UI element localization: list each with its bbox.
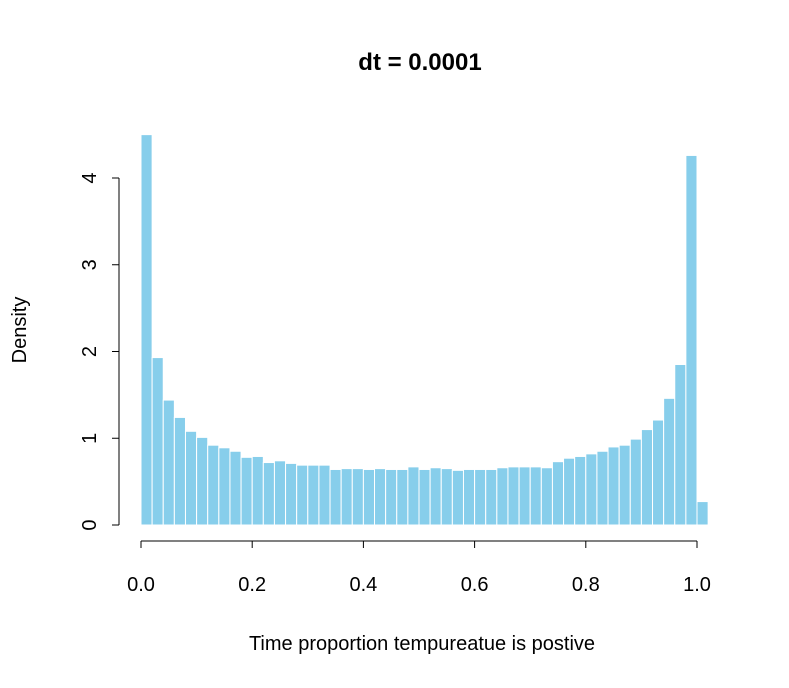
- histogram-bar: [285, 462, 298, 526]
- histogram-bar: [640, 429, 654, 526]
- histogram-bar: [585, 453, 598, 526]
- histogram-bar: [307, 464, 320, 526]
- histogram-bar: [162, 399, 175, 526]
- histogram-bar: [385, 468, 398, 526]
- histogram-bar: [485, 468, 498, 526]
- histogram-bar: [396, 468, 409, 526]
- histogram-bar: [407, 466, 420, 526]
- histogram-bar: [374, 468, 387, 526]
- histogram-bar: [296, 464, 309, 526]
- histogram-bar: [273, 460, 287, 526]
- x-tick-label: 0.0: [127, 574, 155, 596]
- histogram-bar: [596, 450, 609, 526]
- x-tick-label: 0.8: [572, 574, 600, 596]
- y-tick-label: 3: [79, 259, 101, 270]
- histogram-bar: [251, 455, 264, 526]
- histogram-bar: [629, 438, 642, 526]
- histogram-bar: [329, 468, 342, 526]
- y-tick-label: 2: [79, 346, 101, 357]
- histogram-bar: [563, 457, 576, 526]
- histogram-bar: [507, 466, 520, 526]
- y-tick-label: 4: [79, 172, 101, 183]
- y-axis: 0 1 2 3 4: [79, 172, 120, 531]
- histogram-bar: [140, 134, 153, 526]
- histogram-bar: [351, 468, 364, 526]
- histogram-bar: [540, 467, 553, 526]
- histogram-bar: [196, 436, 209, 526]
- histogram-bar: [696, 501, 709, 526]
- y-axis-label: Density: [9, 297, 31, 364]
- histogram-bar: [462, 468, 476, 526]
- y-tick-label: 0: [79, 519, 101, 530]
- histogram-bar: [574, 455, 587, 526]
- histogram-bar: [518, 466, 531, 526]
- histogram-bar: [685, 154, 698, 526]
- histogram-bar: [418, 468, 431, 526]
- x-tick-label: 0.4: [349, 574, 377, 596]
- x-tick-label: 1.0: [683, 574, 711, 596]
- histogram-bar: [240, 456, 253, 526]
- chart-title: dt = 0.0001: [358, 49, 481, 76]
- histogram-bar: [652, 419, 665, 526]
- histogram-bar: [551, 461, 565, 526]
- y-tick-label: 1: [79, 433, 101, 444]
- histogram-bar: [451, 469, 464, 526]
- histogram-bar: [440, 468, 453, 526]
- histogram-bar: [207, 444, 220, 526]
- histogram-bar: [618, 444, 631, 526]
- histogram-bar: [663, 397, 676, 526]
- x-axis: 0.0 0.2 0.4 0.6 0.8 1.0: [127, 540, 711, 596]
- histogram-bar: [218, 447, 231, 526]
- histogram-bar: [229, 450, 242, 526]
- x-tick-label: 0.6: [461, 574, 489, 596]
- x-axis-label: Time proportion tempureatue is postive: [249, 633, 595, 655]
- histogram-bar: [262, 462, 275, 526]
- histogram-bar: [318, 464, 331, 526]
- bars-group: [140, 134, 709, 526]
- histogram-bar: [429, 467, 442, 526]
- histogram-bar: [362, 468, 376, 526]
- histogram-bar: [173, 416, 186, 526]
- histogram-bar: [529, 466, 542, 526]
- histogram-bar: [184, 430, 198, 526]
- histogram-bar: [474, 468, 487, 526]
- histogram-bar: [496, 467, 509, 526]
- histogram-bar: [607, 446, 620, 526]
- histogram-bar: [151, 357, 164, 526]
- histogram-bar: [340, 468, 353, 526]
- x-tick-label: 0.2: [238, 574, 266, 596]
- histogram-bar: [674, 364, 687, 526]
